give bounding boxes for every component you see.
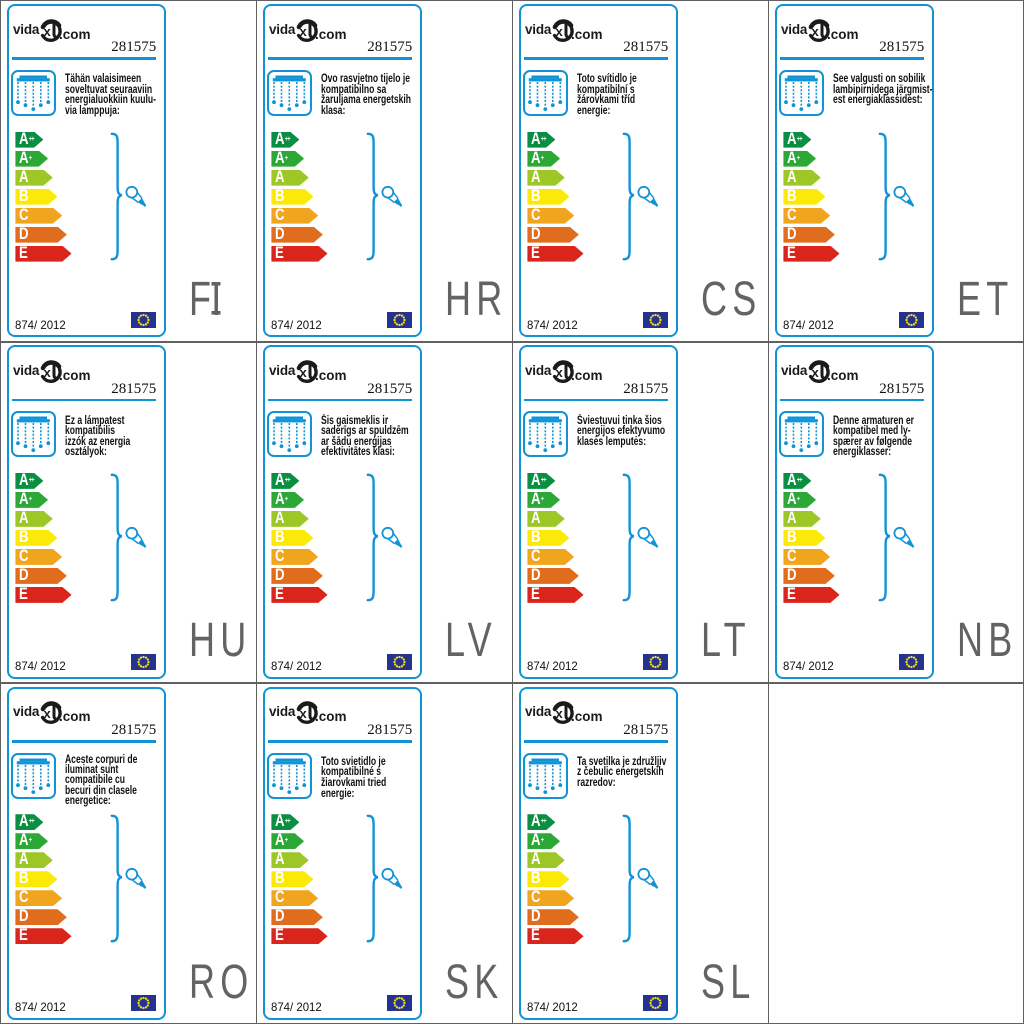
svg-text:x: x bbox=[300, 365, 308, 380]
svg-text:x: x bbox=[812, 365, 820, 380]
svg-text:x: x bbox=[44, 365, 52, 380]
svg-text:x: x bbox=[556, 24, 564, 39]
svg-text:x: x bbox=[300, 24, 308, 39]
svg-text:x: x bbox=[556, 365, 564, 380]
svg-text:x: x bbox=[300, 706, 308, 721]
svg-text:x: x bbox=[556, 706, 564, 721]
svg-text:x: x bbox=[812, 24, 820, 39]
svg-text:x: x bbox=[44, 24, 52, 39]
svg-text:x: x bbox=[44, 706, 52, 721]
